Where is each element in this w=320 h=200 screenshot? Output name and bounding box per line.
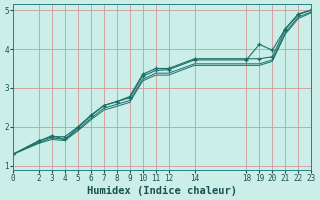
X-axis label: Humidex (Indice chaleur): Humidex (Indice chaleur) [87, 186, 237, 196]
